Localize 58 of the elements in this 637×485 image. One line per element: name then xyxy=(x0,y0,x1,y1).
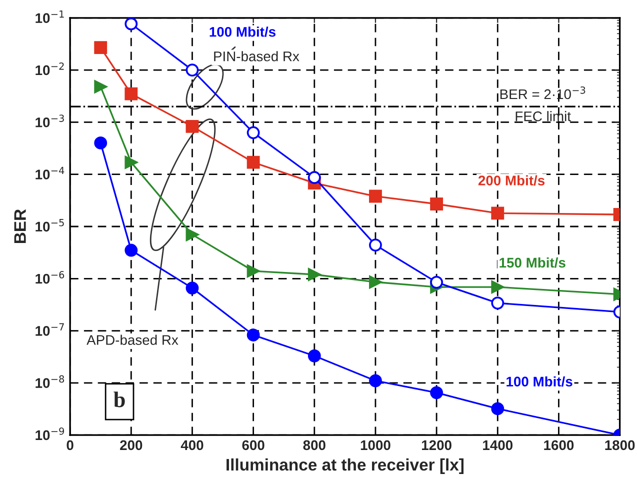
annotation: PIN-based Rx xyxy=(214,51,300,62)
y-tick-label: 10$^{−8}$ xyxy=(36,375,64,388)
y-tick-label: 10$^{−1}$ xyxy=(36,10,64,24)
x-tick-label: 1400 xyxy=(483,440,513,450)
point xyxy=(308,349,321,362)
series-label: 200 Mbit/s xyxy=(478,175,545,186)
x-tick-label: 1200 xyxy=(422,440,452,450)
point xyxy=(186,120,199,133)
point xyxy=(369,190,382,203)
point xyxy=(491,296,504,310)
y-tick-label: 10$^{−7}$ xyxy=(36,323,64,336)
point xyxy=(124,18,138,30)
x-tick-label: 200 xyxy=(120,440,142,450)
series-label: 100 Mbit/s xyxy=(506,376,572,387)
x-tick-label: 600 xyxy=(242,440,264,450)
y-tick-label: 10$^{−4}$ xyxy=(36,166,64,180)
x-axis-title: Illuminance at the receiver [lx] xyxy=(226,458,464,474)
point xyxy=(430,276,444,289)
point xyxy=(491,402,504,416)
point xyxy=(430,198,444,210)
annotation: b xyxy=(114,392,125,408)
point xyxy=(246,126,260,140)
y-tick-label: 10$^{−9}$ xyxy=(36,427,64,440)
point xyxy=(246,328,260,342)
point xyxy=(186,282,199,294)
text: BER = 2·10$^{−3}$ FEC limit xyxy=(500,86,586,122)
point xyxy=(308,268,321,281)
point xyxy=(124,156,138,169)
x-tick-label: 800 xyxy=(303,440,326,450)
x-tick-label: 1800 xyxy=(605,440,635,450)
point xyxy=(369,276,382,289)
y-tick-label: 10$^{−5}$ xyxy=(36,219,64,232)
x-tick-label: 400 xyxy=(180,440,204,450)
x-tick-label: 1000 xyxy=(360,440,390,450)
series-label: 150 Mbit/s xyxy=(500,257,566,268)
point xyxy=(94,80,108,94)
point xyxy=(491,280,504,294)
point xyxy=(124,87,138,100)
x-tick-label: 1600 xyxy=(544,440,574,450)
point xyxy=(308,171,321,184)
point xyxy=(94,136,108,150)
point xyxy=(124,244,138,257)
point xyxy=(491,206,504,220)
point xyxy=(94,41,108,54)
point xyxy=(246,264,260,278)
y-tick-label: 10$^{−6}$ xyxy=(36,271,64,284)
text: 100 Mbit/s xyxy=(210,26,276,37)
x-tick-label: 0 xyxy=(66,440,74,450)
point xyxy=(430,386,444,400)
point xyxy=(186,64,199,77)
annotation: APD-based Rx xyxy=(86,334,178,345)
point xyxy=(246,156,260,169)
y-axis-title: BER xyxy=(14,209,26,243)
y-tick-label: 10$^{−3}$ xyxy=(36,114,64,128)
y-tick-label: 10$^{−2}$ xyxy=(36,62,64,76)
point xyxy=(369,238,382,252)
point xyxy=(186,228,199,242)
point xyxy=(369,374,382,388)
